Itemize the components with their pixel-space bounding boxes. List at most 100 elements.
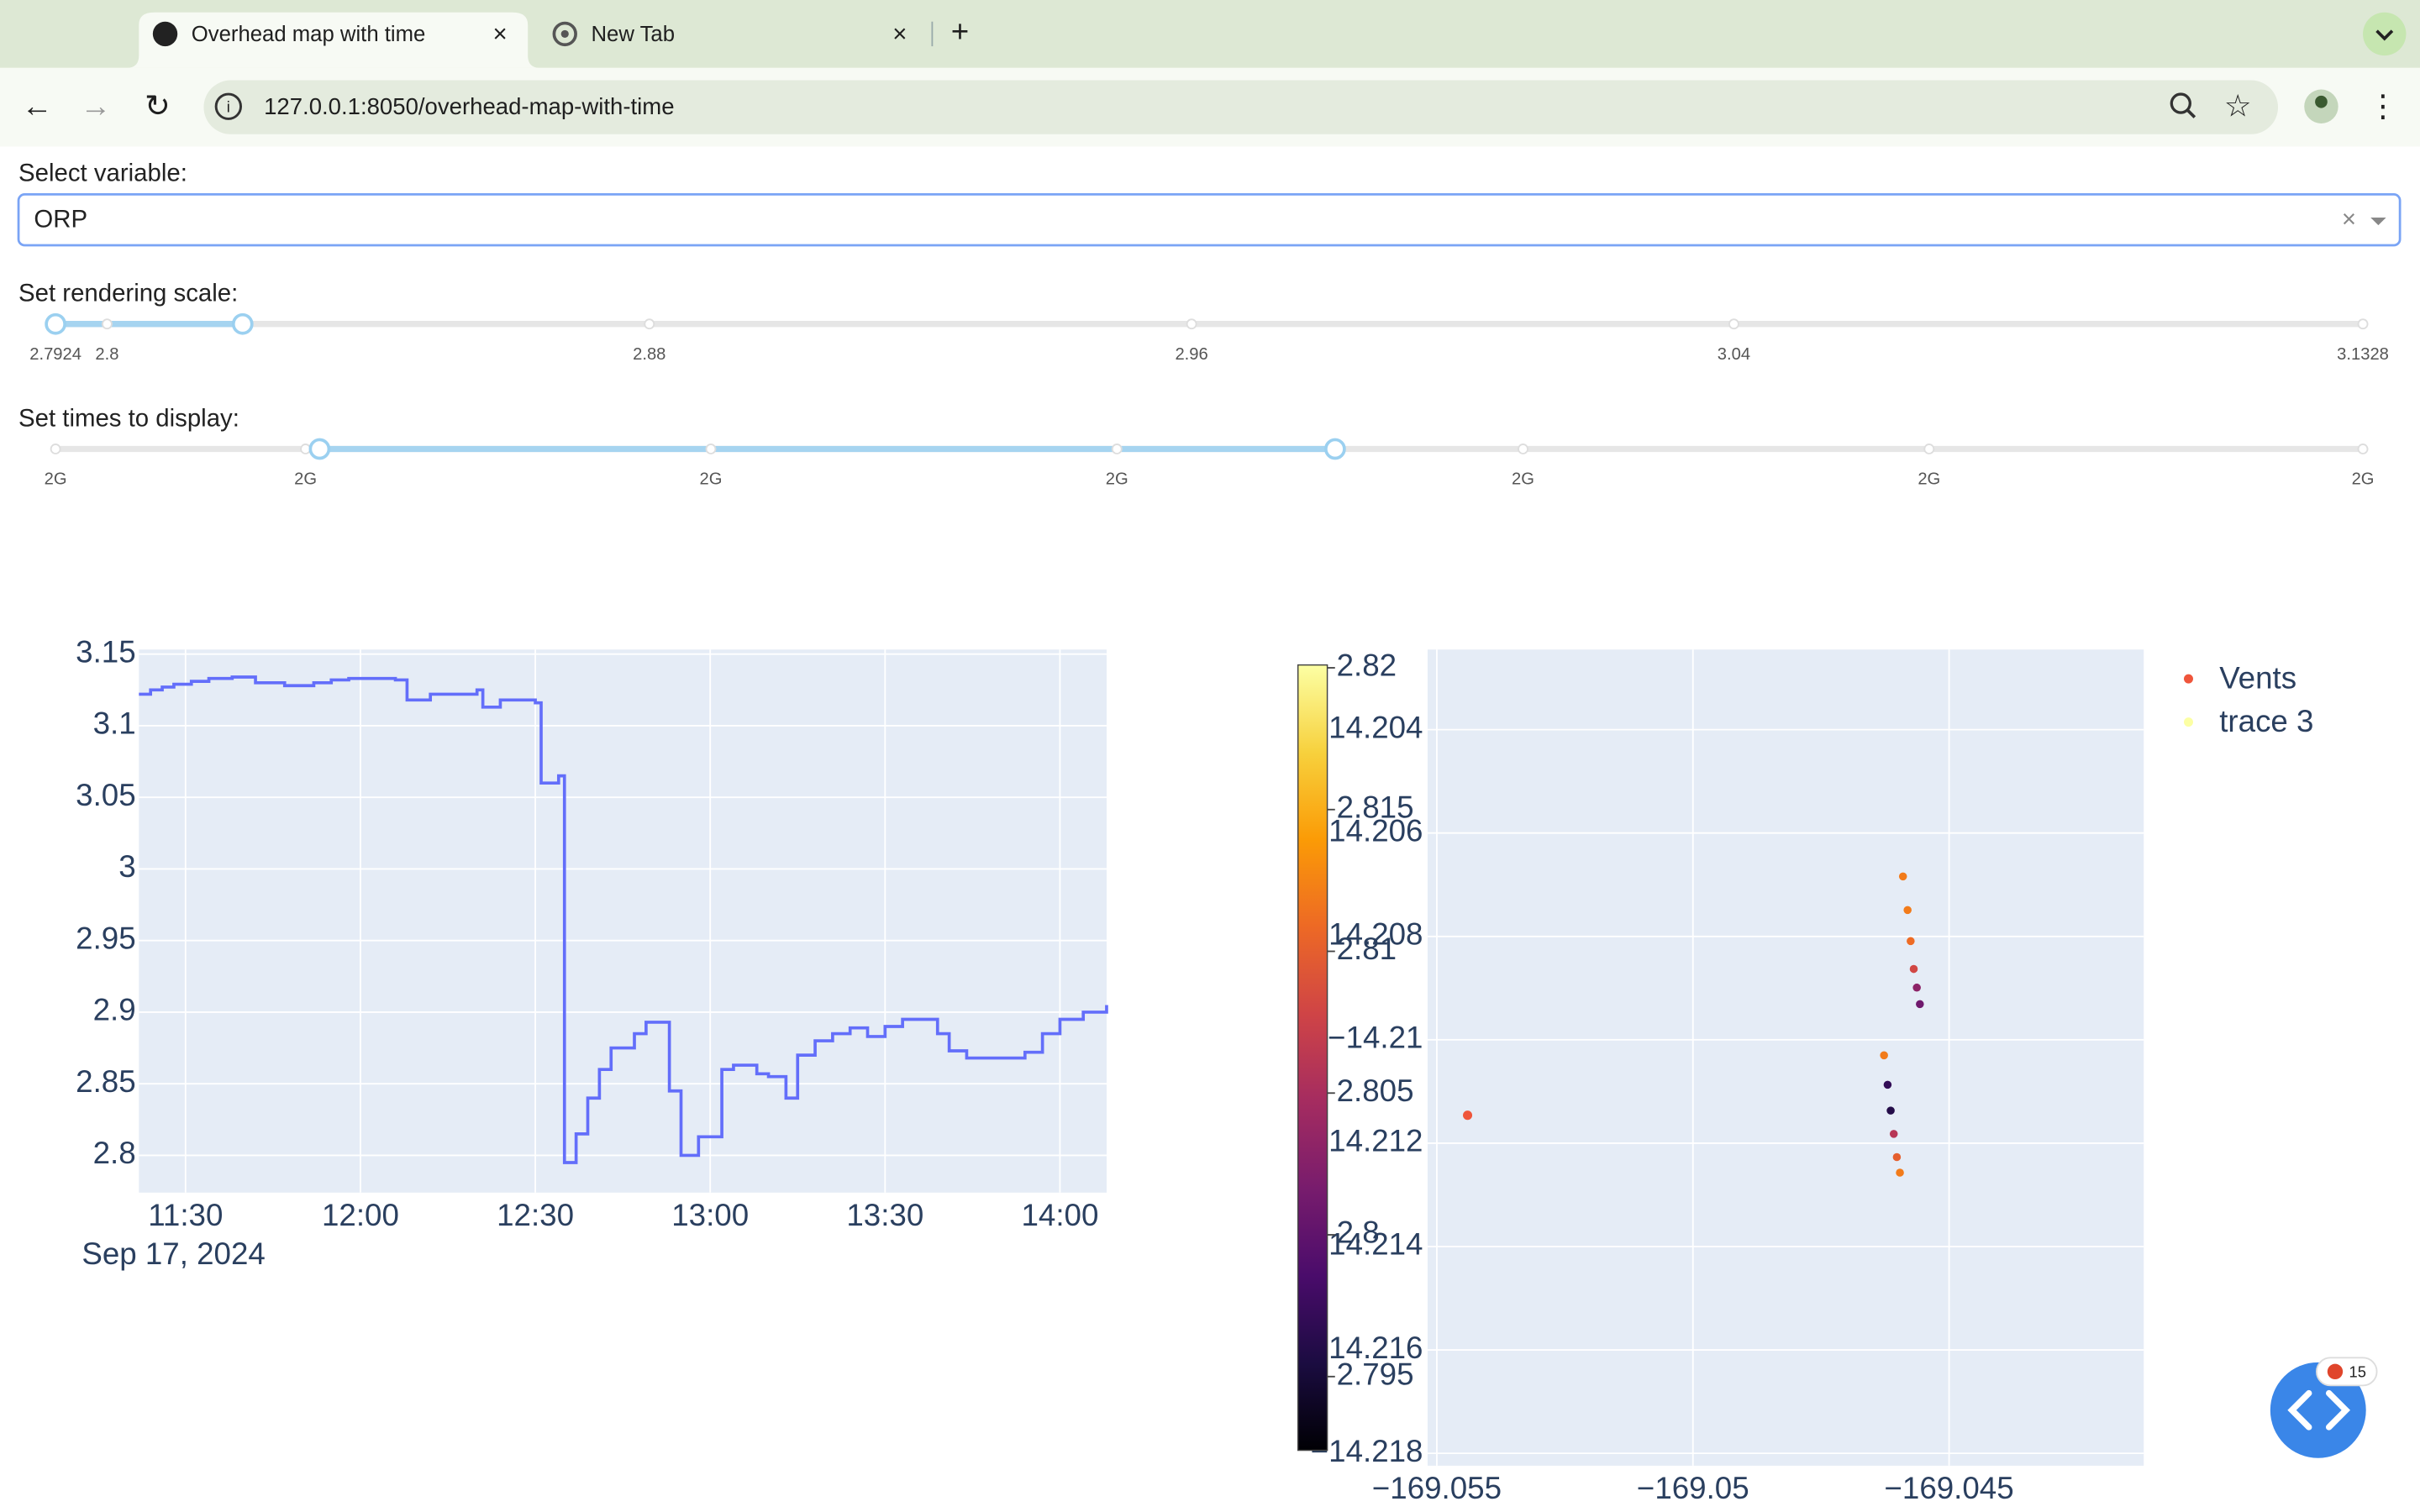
badge-icon [2327, 1363, 2344, 1380]
tab[interactable]: New Tab × [552, 20, 907, 48]
site-info-glyph: i [227, 97, 230, 115]
point [1463, 1110, 1473, 1121]
zoom-icon[interactable] [2170, 92, 2191, 114]
tab-search-button[interactable] [2363, 12, 2407, 56]
slider-mark-label: 2G [699, 470, 722, 489]
plot-background [1427, 649, 2144, 1466]
colored-point [1896, 1168, 1904, 1177]
x-tick-label: −169.055 [1372, 1471, 1502, 1505]
slider-handle[interactable] [45, 312, 66, 335]
slider-mark [300, 444, 312, 454]
slider-mark [102, 318, 113, 330]
tab-icon [560, 29, 569, 38]
map-chart: −14.204 −14.206 −14.208 −14.21 −14.212 −14.21… [1297, 648, 2313, 1505]
x-tick-label: −169.05 [1637, 1471, 1749, 1505]
tab-close[interactable]: × [493, 20, 508, 48]
legend-marker [2183, 674, 2193, 684]
x-tick-label: 14:00 [1021, 1198, 1098, 1232]
y-tick-label: −14.218 [1311, 1434, 1423, 1468]
address-bar[interactable] [203, 80, 2279, 134]
zoom-icon-handle [2186, 108, 2196, 118]
slider-mark-label: 2.88 [633, 345, 666, 364]
menu-button[interactable]: ⋮ [2368, 88, 2399, 123]
legend-label: trace 3 [2219, 704, 2313, 738]
colorbar [1297, 664, 1328, 1452]
x-tick-label: 12:00 [322, 1198, 399, 1232]
y-tick-label: −14.21 [1328, 1021, 1423, 1055]
legend-label: Vents [2219, 661, 2296, 696]
variable-dropdown[interactable] [17, 193, 2402, 247]
tab-icon [152, 21, 178, 47]
back-button[interactable]: ← [22, 88, 53, 123]
colored-point [1909, 964, 1918, 974]
colored-point [1883, 1080, 1892, 1089]
y-tick-label: 3.1 [93, 706, 136, 741]
slider-mark [1111, 444, 1123, 454]
y-tick-label: 2.8 [93, 1136, 136, 1170]
slider-mark-label: 2.7924 [29, 345, 82, 364]
tab-title: Overhead map with time [192, 23, 426, 46]
y-tick-label: 2.95 [76, 921, 135, 955]
colored-point [1886, 1106, 1895, 1115]
colorbar-tick-label: 2.805 [1337, 1074, 1414, 1108]
tab-search-icon [2375, 29, 2394, 41]
controls: Select variable: ORP × Set rendering sca… [17, 159, 2402, 432]
y-tick-label: 2.85 [76, 1064, 135, 1099]
bookmark-button[interactable]: ☆ [2224, 88, 2252, 123]
colored-point [1907, 937, 1915, 946]
colored-point [1880, 1051, 1888, 1060]
variable-value: ORP [34, 205, 87, 233]
dropdown-caret[interactable] [2370, 217, 2386, 226]
y-tick-label: 3.15 [76, 634, 135, 669]
y-tick-label: −14.208 [1311, 916, 1423, 951]
tab[interactable]: Overhead map with time × [126, 12, 540, 68]
tab-icon [552, 21, 577, 47]
colorbar-tick-label: 2.8 [1337, 1215, 1380, 1250]
x-tick-label: 12:30 [497, 1198, 574, 1232]
devtools-icon [2287, 1389, 2351, 1431]
slider-mark [644, 318, 655, 330]
slider-mark-label: 2G [1106, 470, 1128, 489]
slider-mark [705, 444, 717, 454]
slider-mark-label: 2G [294, 470, 317, 489]
slider-mark-label: 3.1328 [2337, 345, 2389, 364]
colorbar-tick-label: 2.795 [1337, 1357, 1414, 1391]
colored-point [1892, 1152, 1902, 1162]
profile-icon [2315, 95, 2328, 108]
site-info-icon[interactable] [214, 92, 242, 120]
dropdown-clear[interactable]: × [2342, 205, 2356, 233]
x-tick-label: 13:30 [846, 1198, 923, 1232]
slider-mark-label: 2G [1512, 470, 1534, 489]
new-tab-button[interactable]: + [951, 14, 969, 49]
floating-button[interactable]: 15 [2270, 1357, 2378, 1458]
y-tick-label: 3 [118, 849, 135, 884]
tab-shape [126, 12, 540, 68]
slider-mark-label: 2G [2352, 470, 2375, 489]
badge-count: 15 [2349, 1363, 2366, 1381]
colored-point [1898, 872, 1907, 881]
tab-close[interactable]: × [892, 20, 907, 48]
colored-point [1889, 1130, 1898, 1138]
colored-point [1912, 983, 1921, 992]
y-tick-label: 3.05 [76, 778, 135, 812]
slider-handle[interactable] [1324, 438, 1346, 460]
x-tick-label: −169.045 [1884, 1471, 2013, 1505]
y-tick-label: −14.216 [1311, 1331, 1423, 1365]
tab-title: New Tab [591, 23, 675, 46]
scale-label: Set rendering scale: [18, 280, 238, 307]
slider-mark [1728, 318, 1739, 330]
colored-point [1903, 906, 1912, 915]
reload-button[interactable]: ↻ [145, 88, 171, 123]
x-date-label: Sep 17, 2024 [82, 1236, 265, 1271]
slider-mark-label: 3.04 [1718, 345, 1750, 364]
y-tick-label: −14.212 [1311, 1124, 1423, 1158]
slider-handle[interactable] [231, 312, 254, 335]
slider-handle[interactable] [308, 438, 331, 460]
browser-chrome: Overhead map with time × New Tab × + ← →… [0, 0, 2420, 147]
colorbar-tick-label: 2.815 [1337, 790, 1414, 824]
x-tick-label: 11:30 [148, 1198, 223, 1232]
colorbar-tick-label: 2.82 [1337, 648, 1397, 683]
slider-mark [1923, 444, 1935, 454]
forward-button[interactable]: → [81, 88, 112, 123]
